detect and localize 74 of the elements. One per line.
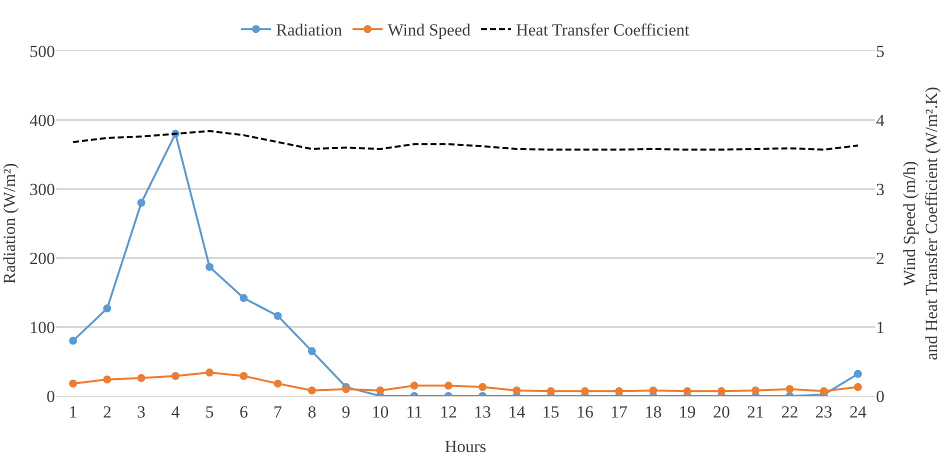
point <box>683 387 692 396</box>
x-tick-label: 7 <box>274 402 283 422</box>
x-tick-label: 18 <box>644 402 662 422</box>
point <box>512 386 521 394</box>
y-tick-label: 500 <box>30 42 55 61</box>
x-tick-label: 14 <box>508 402 526 422</box>
y-tick-label: 100 <box>30 318 55 337</box>
y-tick-label: 300 <box>30 180 55 199</box>
x-tick-label: 24 <box>849 402 867 422</box>
y2-tick-label: 5 <box>876 42 884 61</box>
point <box>103 375 112 384</box>
point <box>820 387 828 396</box>
y-axis-title: Radiation (W/m²) <box>0 163 19 284</box>
y2-tick-label: 0 <box>876 386 884 406</box>
x-tick-label: 8 <box>308 402 316 422</box>
y-tick-label: 0 <box>46 386 55 406</box>
point <box>649 386 658 394</box>
point <box>137 374 146 382</box>
point <box>171 372 180 380</box>
x-tick-label: 1 <box>68 402 78 422</box>
point <box>274 380 282 388</box>
y2-axis-title: Wind Speed (m/h) and Heat Transfer Coefficient (W/m².K) <box>900 86 941 360</box>
point <box>854 370 862 378</box>
point <box>137 198 146 207</box>
line-series <box>72 130 859 151</box>
y2-tick-label: 4 <box>876 110 885 130</box>
point <box>444 382 452 390</box>
x-tick-label: 15 <box>542 402 560 422</box>
x-tick-label: 10 <box>372 402 389 422</box>
point <box>478 383 487 392</box>
point <box>240 294 248 302</box>
x-tick-label: 17 <box>610 402 628 422</box>
x-tick-label: 4 <box>171 402 180 422</box>
point <box>410 382 418 390</box>
point <box>580 387 589 396</box>
x-tick-label: 6 <box>239 402 248 422</box>
point <box>717 387 726 396</box>
x-tick-label: 5 <box>205 402 214 422</box>
point <box>376 386 384 394</box>
x-tick-label: 9 <box>342 402 350 422</box>
x-tick-label: 2 <box>102 402 112 422</box>
legend-label: Wind Speed <box>388 20 471 40</box>
y2-tick-label: 2 <box>876 248 884 268</box>
point <box>206 262 214 271</box>
x-tick-label: 16 <box>576 402 594 422</box>
point <box>240 372 248 380</box>
point <box>854 383 862 392</box>
point <box>786 385 794 394</box>
x-tick-label: 3 <box>137 402 146 422</box>
point <box>615 387 624 396</box>
x-tick-label: 13 <box>474 402 492 422</box>
x-tick-label: 22 <box>781 402 798 422</box>
point <box>546 387 555 396</box>
x-axis-title: Hours <box>444 437 486 456</box>
legend-label: Heat Transfer Coefficient <box>516 20 690 40</box>
x-tick-label: 19 <box>678 402 696 422</box>
point <box>308 347 316 356</box>
point <box>308 386 316 394</box>
y-tick-label: 200 <box>30 248 55 268</box>
x-tick-label: 12 <box>440 402 457 422</box>
point <box>206 368 214 377</box>
y2-tick-label: 1 <box>876 318 884 337</box>
y2-tick-label: 3 <box>876 180 884 199</box>
x-tick-label: 11 <box>406 402 422 422</box>
point <box>69 336 78 345</box>
point <box>274 312 282 320</box>
x-tick-label: 23 <box>815 402 832 422</box>
x-tick-label: 21 <box>747 402 764 422</box>
point <box>752 386 760 394</box>
point <box>69 380 78 388</box>
x-tick-label: 20 <box>712 402 730 422</box>
legend-label: Radiation <box>276 20 343 40</box>
y-tick-label: 400 <box>30 110 55 130</box>
point <box>103 304 112 312</box>
